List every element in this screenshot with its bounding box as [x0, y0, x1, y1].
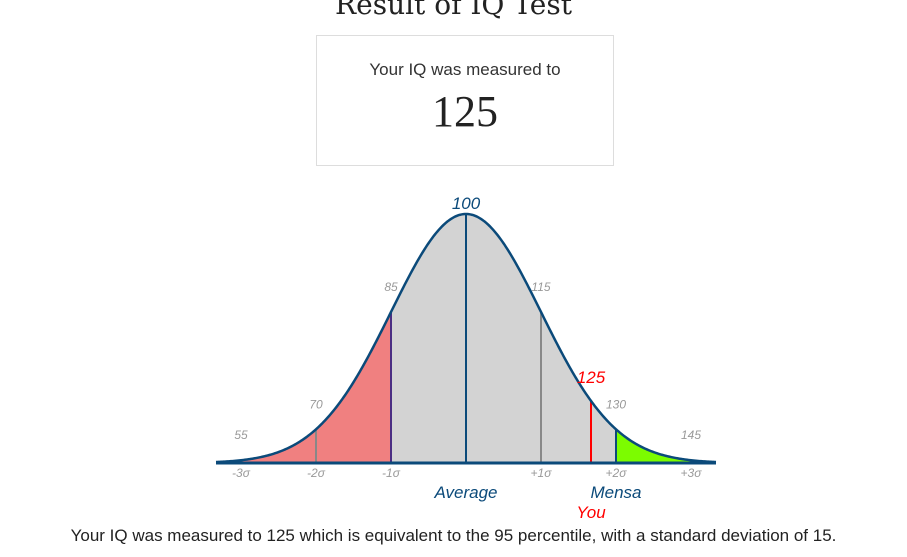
iq-label-145: 145 — [681, 428, 701, 442]
region-caption: Average — [433, 483, 497, 502]
shaded-region-2 — [391, 214, 616, 463]
region-caption: Mensa — [590, 483, 641, 502]
sigma-label: -2σ — [307, 466, 326, 480]
sigma-label: +1σ — [531, 466, 553, 480]
score-caption: You — [576, 503, 606, 522]
result-value: 125 — [432, 87, 498, 136]
score-label: 125 — [577, 368, 606, 387]
shaded-region-1 — [216, 311, 391, 463]
iq-label-100: 100 — [452, 194, 481, 213]
page-title: Result of IQ Test — [335, 0, 572, 21]
result-summary: Your IQ was measured to 125 which is equ… — [70, 526, 837, 545]
sigma-label: -1σ — [382, 466, 401, 480]
iq-label-55: 55 — [234, 428, 248, 442]
iq-label-70: 70 — [309, 397, 323, 411]
iq-label-130: 130 — [606, 397, 626, 411]
shaded-region-3 — [616, 429, 716, 463]
sigma-label: -3σ — [232, 466, 251, 480]
sigma-label: +3σ — [681, 466, 703, 480]
iq-label-85: 85 — [384, 280, 398, 294]
iq-distribution-chart: 55 70 85 100 115 130 145 -3σ -2σ -1σ +1σ +2σ +3σ Aver… — [215, 194, 717, 522]
result-label: Your IQ was measured to — [369, 60, 561, 79]
result-box: Your IQ was measured to 125 — [316, 35, 614, 166]
sigma-label: +2σ — [606, 466, 628, 480]
distribution-curve — [215, 212, 717, 464]
iq-label-115: 115 — [531, 280, 550, 294]
